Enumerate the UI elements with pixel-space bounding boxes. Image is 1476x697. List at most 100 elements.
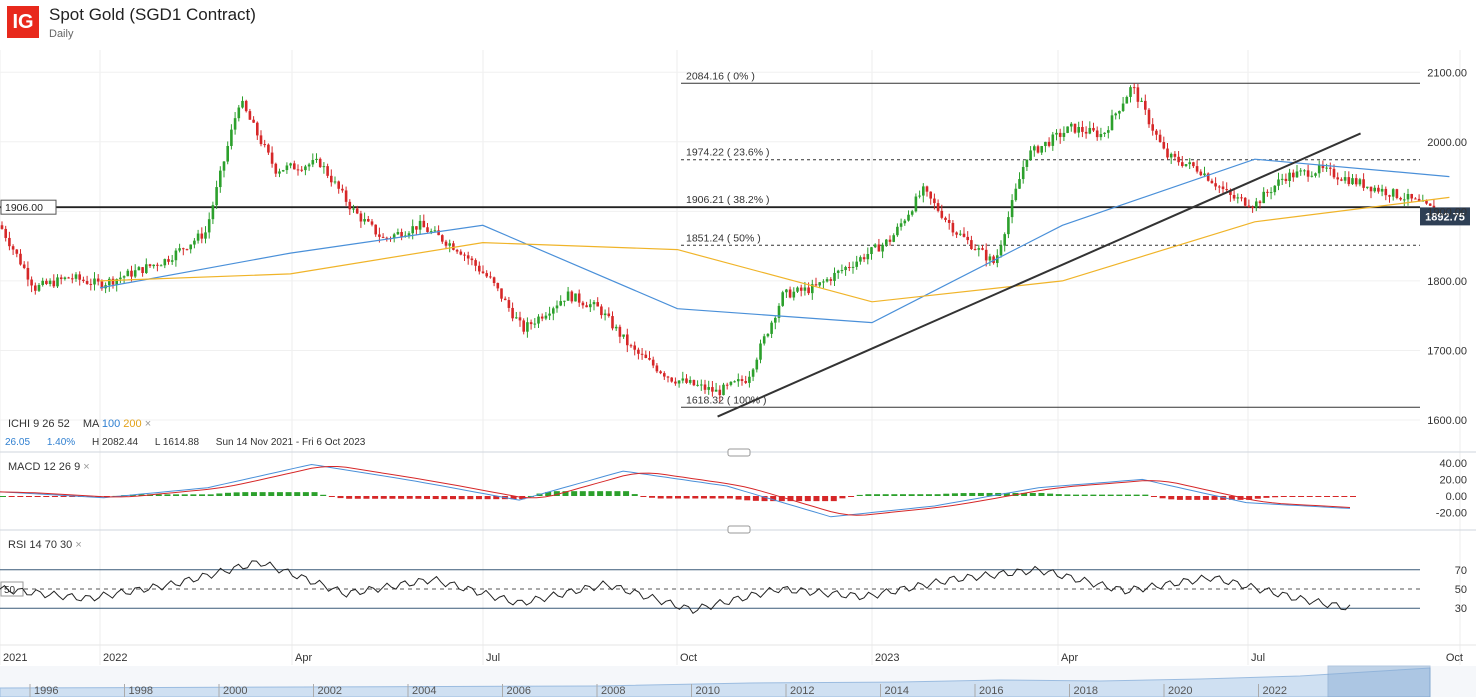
candle-down (455, 249, 459, 252)
macd-histogram-bar (233, 492, 240, 496)
macd-histogram-bar (631, 494, 638, 496)
macd-histogram-bar (1159, 496, 1166, 499)
macd-histogram-bar (268, 492, 275, 496)
candle-up (563, 300, 566, 302)
candle-down (1414, 198, 1417, 200)
candle-down (1229, 189, 1232, 195)
macd-histogram-bar (441, 496, 448, 500)
close-icon[interactable]: × (144, 418, 152, 430)
candle-up (1040, 146, 1043, 153)
candle-up (1310, 175, 1314, 177)
candle-up (1366, 186, 1369, 188)
candle-up (700, 384, 703, 386)
candle-up (74, 274, 78, 279)
candle-down (481, 271, 485, 274)
navigator-year-label: 2022 (1263, 685, 1287, 697)
candle-up (93, 278, 96, 285)
macd-histogram-bar (450, 496, 456, 500)
candle-up (614, 326, 618, 329)
y-tick-label: 1900.00 (1427, 206, 1467, 218)
candle-up (548, 313, 551, 316)
candle-up (237, 107, 241, 119)
macd-histogram-bar (259, 492, 266, 496)
candle-up (1099, 134, 1103, 138)
macd-histogram-bar (337, 496, 344, 499)
candle-up (755, 359, 759, 370)
candle-down (374, 224, 377, 235)
candle-down (326, 166, 329, 176)
candle-down (1336, 177, 1339, 180)
candle-down (367, 219, 370, 222)
macd-histogram-bar (839, 496, 846, 499)
candle-up (285, 165, 289, 171)
navigator-year-label: 2016 (979, 685, 1003, 697)
rsi-level-label: 50 (4, 585, 16, 596)
candle-down (507, 300, 511, 308)
last-price-tag (1420, 207, 1470, 226)
macd-histogram-bar (1090, 494, 1097, 496)
close-icon[interactable]: × (75, 539, 82, 551)
candle-down (441, 235, 444, 242)
macd-legend[interactable]: MACD 12 26 9 × (8, 461, 90, 473)
candle-down (663, 373, 666, 377)
candle-up (907, 214, 910, 221)
candle-down (111, 278, 115, 285)
candle-down (970, 240, 973, 249)
candle-down (1136, 87, 1140, 102)
macd-histogram-bar (675, 496, 681, 499)
macd-histogram-bar (744, 496, 751, 501)
candle-down (34, 285, 37, 291)
candle-up (774, 317, 777, 323)
candle-up (122, 276, 126, 278)
navigator-year-label: 2012 (790, 685, 814, 697)
candle-down (370, 221, 374, 225)
candle-up (411, 226, 414, 234)
candle-up (178, 248, 181, 251)
candle-up (1295, 171, 1299, 178)
candle-down (814, 284, 818, 286)
candle-down (470, 258, 474, 261)
rsi-legend[interactable]: RSI 14 70 30 × (8, 539, 82, 551)
candle-up (603, 313, 607, 316)
candle-down (348, 201, 352, 210)
candle-up (1118, 110, 1121, 114)
candle-down (355, 208, 359, 214)
candle-down (22, 264, 26, 268)
candle-up (1262, 191, 1265, 204)
candle-down (385, 237, 389, 239)
macd-histogram-bar (1228, 496, 1235, 500)
candle-up (311, 160, 315, 165)
macd-histogram-bar (726, 496, 733, 499)
candle-down (0, 225, 4, 229)
candle-up (552, 308, 555, 314)
macd-histogram-bar (458, 496, 465, 500)
close-icon[interactable]: × (83, 461, 90, 473)
macd-histogram-bar (380, 496, 387, 499)
macd-histogram-bar (493, 496, 500, 500)
macd-histogram-bar (969, 492, 976, 496)
candle-up (777, 305, 781, 318)
candle-up (133, 270, 137, 277)
candle-down (1384, 188, 1388, 196)
y-tick-label: 1800.00 (1427, 276, 1467, 288)
ma-100-line (99, 158, 1450, 324)
candle-down (929, 191, 932, 199)
candle-down (26, 267, 30, 280)
ig-logo: IG (7, 6, 39, 38)
candle-down (637, 349, 640, 354)
candle-up (762, 336, 766, 344)
navigator-selection (1327, 665, 1431, 697)
macd-histogram-bar (8, 496, 15, 497)
x-tick-label: 2022 (103, 652, 127, 664)
candle-up (688, 379, 692, 383)
candle-up (1014, 188, 1018, 201)
ichimoku-legend[interactable]: ICHI 9 26 52 MA 100 200 × (8, 418, 152, 430)
candle-up (1121, 103, 1125, 111)
candle-down (799, 287, 803, 291)
candle-down (492, 277, 496, 283)
candle-down (330, 175, 333, 183)
x-tick-label: Oct (1446, 652, 1463, 664)
candle-up (119, 277, 122, 280)
candle-down (1266, 191, 1269, 193)
